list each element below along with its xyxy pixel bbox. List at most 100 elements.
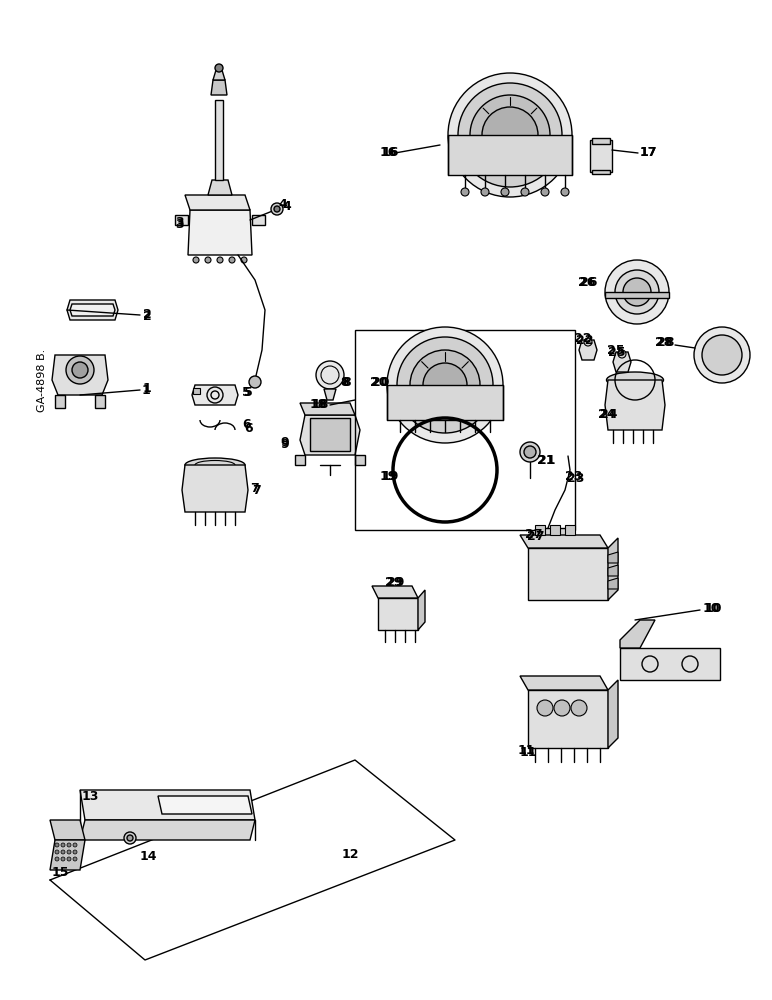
Polygon shape (605, 380, 665, 430)
Text: 25: 25 (607, 344, 625, 357)
Text: 15: 15 (52, 865, 69, 879)
Polygon shape (193, 388, 200, 394)
Polygon shape (387, 385, 503, 420)
Text: 6: 6 (244, 422, 252, 434)
Polygon shape (620, 620, 655, 648)
Polygon shape (192, 385, 238, 405)
Polygon shape (208, 180, 232, 195)
Text: 17: 17 (640, 146, 658, 159)
Circle shape (481, 188, 489, 196)
Text: 8: 8 (342, 376, 350, 389)
Polygon shape (528, 548, 608, 600)
Polygon shape (613, 352, 631, 372)
Text: 17: 17 (640, 146, 658, 159)
Polygon shape (535, 525, 545, 535)
Circle shape (66, 356, 94, 384)
Text: 20: 20 (370, 375, 388, 388)
Text: 6: 6 (242, 418, 251, 432)
Polygon shape (418, 590, 425, 630)
Polygon shape (608, 680, 618, 748)
Bar (355, 330, 575, 530)
Text: 22: 22 (574, 332, 591, 344)
Bar (590, 140, 612, 172)
Circle shape (702, 335, 742, 375)
Polygon shape (520, 535, 608, 548)
Polygon shape (372, 586, 418, 598)
Circle shape (470, 95, 550, 175)
Polygon shape (528, 690, 608, 748)
Polygon shape (608, 538, 618, 600)
Ellipse shape (607, 372, 663, 388)
Polygon shape (52, 355, 108, 395)
Text: 3: 3 (175, 219, 184, 232)
Text: 9: 9 (280, 438, 289, 452)
Circle shape (72, 362, 88, 378)
Circle shape (55, 850, 59, 854)
Circle shape (55, 857, 59, 861)
Circle shape (124, 832, 136, 844)
Text: 11: 11 (518, 744, 536, 756)
Text: 1: 1 (142, 383, 151, 396)
Polygon shape (608, 578, 618, 589)
Text: 23: 23 (565, 470, 582, 483)
Text: 18: 18 (310, 398, 327, 412)
Text: 2: 2 (143, 310, 152, 322)
Text: 28: 28 (657, 336, 675, 350)
Circle shape (541, 188, 549, 196)
Text: 26: 26 (578, 275, 595, 288)
Polygon shape (565, 525, 575, 535)
Polygon shape (50, 820, 85, 840)
Text: 7: 7 (252, 484, 261, 496)
Text: 8: 8 (340, 375, 349, 388)
Bar (215, 100, 223, 180)
Circle shape (127, 835, 133, 841)
Polygon shape (213, 70, 225, 80)
Text: 29: 29 (385, 576, 402, 588)
Polygon shape (608, 552, 618, 563)
Circle shape (271, 203, 283, 215)
Circle shape (554, 700, 570, 716)
Circle shape (73, 850, 77, 854)
Text: 7: 7 (250, 482, 259, 494)
Bar (310, 418, 350, 451)
Circle shape (274, 206, 280, 212)
Ellipse shape (185, 458, 245, 472)
Text: 10: 10 (705, 601, 723, 614)
Polygon shape (188, 210, 252, 255)
Polygon shape (50, 840, 85, 870)
Text: 13: 13 (82, 790, 100, 802)
Circle shape (61, 857, 65, 861)
Text: 14: 14 (140, 850, 157, 862)
Text: 5: 5 (244, 386, 252, 399)
Polygon shape (300, 403, 355, 415)
Circle shape (482, 107, 538, 163)
Circle shape (61, 850, 65, 854)
Circle shape (623, 278, 651, 306)
Polygon shape (211, 80, 227, 95)
Bar (542, 528, 566, 544)
Text: 16: 16 (382, 146, 399, 159)
Circle shape (67, 857, 71, 861)
Polygon shape (70, 304, 115, 316)
Circle shape (73, 857, 77, 861)
Circle shape (249, 376, 261, 388)
Text: 4: 4 (278, 198, 286, 212)
Polygon shape (579, 340, 597, 360)
Text: 5: 5 (242, 386, 251, 399)
Polygon shape (252, 215, 265, 225)
Polygon shape (605, 292, 669, 298)
Text: GA-4898 B.: GA-4898 B. (37, 348, 47, 412)
Text: 24: 24 (600, 408, 618, 422)
Circle shape (537, 700, 553, 716)
Polygon shape (185, 195, 250, 210)
Text: 12: 12 (342, 848, 360, 861)
Polygon shape (620, 648, 720, 680)
Polygon shape (182, 465, 248, 512)
Text: 21: 21 (537, 454, 554, 466)
Text: 19: 19 (382, 470, 399, 483)
Polygon shape (295, 455, 305, 465)
Circle shape (67, 850, 71, 854)
Text: 20: 20 (372, 375, 390, 388)
Circle shape (55, 843, 59, 847)
Text: 10: 10 (703, 601, 720, 614)
